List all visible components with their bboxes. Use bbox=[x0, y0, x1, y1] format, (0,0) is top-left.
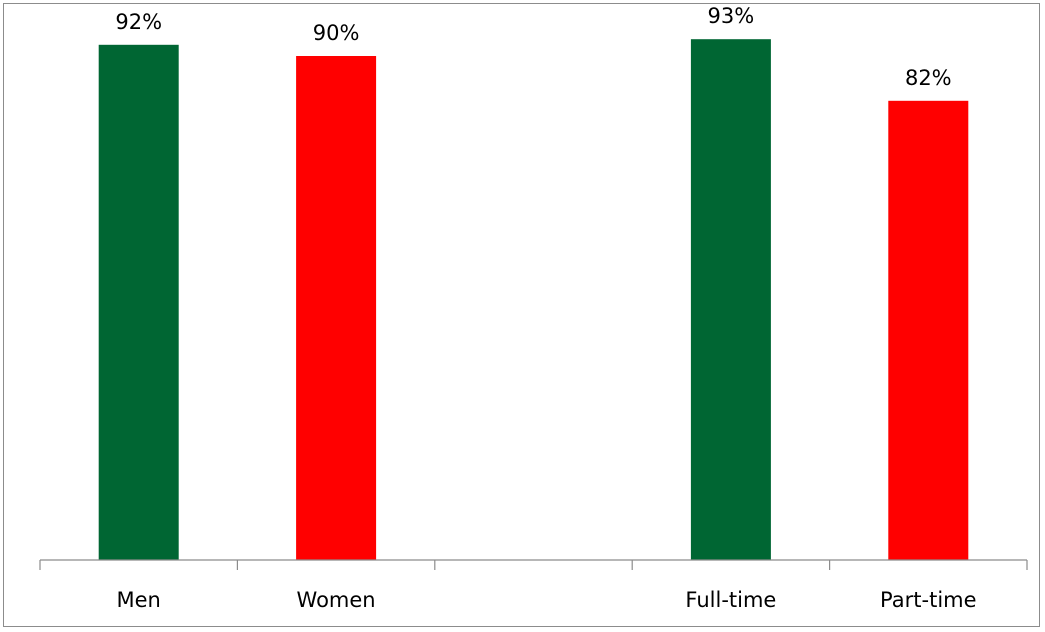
x-tick-label-full-time: Full-time bbox=[685, 588, 776, 612]
x-tick-label-women: Women bbox=[297, 588, 376, 612]
data-label-women: 90% bbox=[313, 21, 360, 45]
data-label-full-time: 93% bbox=[708, 4, 755, 28]
bar-full-time bbox=[690, 39, 771, 560]
bar-men bbox=[98, 44, 179, 561]
x-tick-label-men: Men bbox=[117, 588, 161, 612]
bar-part-time bbox=[888, 100, 969, 561]
bar-women bbox=[296, 56, 377, 560]
data-label-part-time: 82% bbox=[905, 66, 952, 90]
data-label-men: 92% bbox=[115, 10, 162, 34]
x-tick-label-part-time: Part-time bbox=[880, 588, 976, 612]
